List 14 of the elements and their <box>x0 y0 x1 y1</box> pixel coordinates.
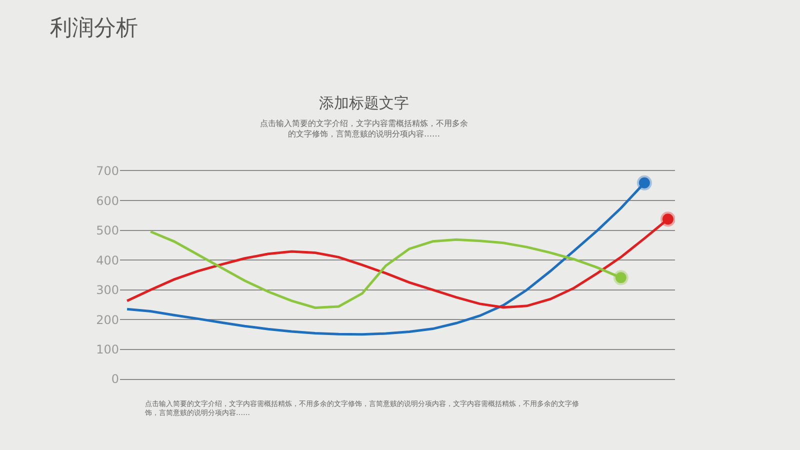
chart-title: 添加标题文字 <box>319 94 409 112</box>
y-tick-label: 300 <box>96 283 119 298</box>
point <box>660 212 675 227</box>
y-tick-label: 0 <box>111 372 119 386</box>
y-tick-label: 500 <box>96 224 119 238</box>
y-tick-label: 700 <box>96 164 119 178</box>
y-tick-label: 200 <box>96 312 119 327</box>
text: 利润分析 <box>50 16 138 41</box>
chart-subtitle: 点击输入简要的文字介绍，文字内容需概括精炼，不用多余的文字修饰，言简意赅的说明分项内容…… <box>260 119 468 138</box>
y-tick-label: 600 <box>96 194 119 208</box>
y-tick-label: 100 <box>96 342 119 356</box>
point <box>613 270 628 286</box>
y-tick-label: 400 <box>96 253 119 268</box>
point <box>636 175 652 190</box>
